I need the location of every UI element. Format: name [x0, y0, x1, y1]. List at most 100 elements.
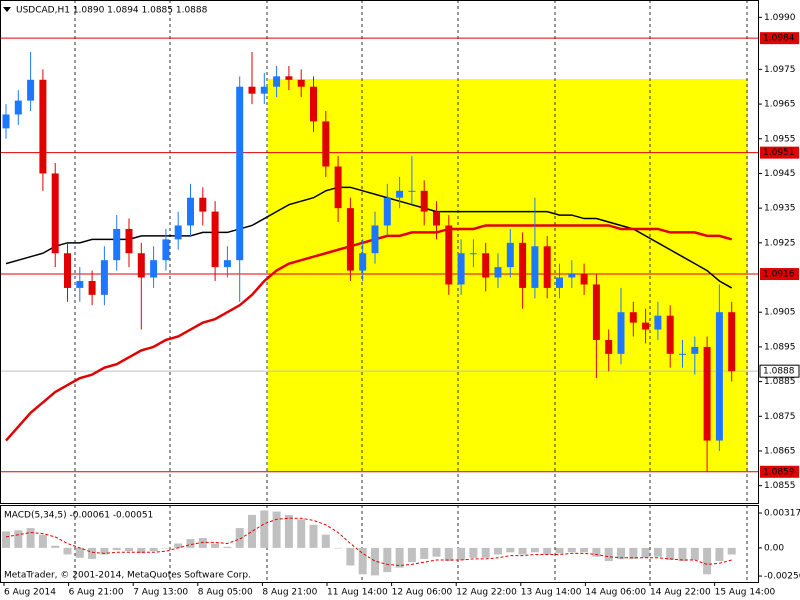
x-tick-label: 6 Aug 2014: [4, 588, 56, 598]
candle-body: [408, 190, 416, 192]
macd-bar: [727, 547, 736, 555]
y-tick-label: 1.0855: [764, 481, 796, 491]
macd-bar: [88, 547, 97, 559]
macd-bar: [14, 530, 23, 548]
candle-body: [211, 211, 219, 268]
macd-bar: [457, 547, 466, 560]
last-price-box: [759, 364, 800, 378]
candle-body: [629, 312, 637, 323]
macd-bar: [198, 538, 207, 548]
candle-body: [236, 86, 244, 261]
macd-bar: [321, 534, 330, 548]
macd-bar: [371, 547, 379, 576]
x-tick-label: 11 Aug 14:00: [327, 588, 388, 598]
x-tick-label: 14 Aug 22:00: [650, 588, 711, 598]
macd-bar: [284, 514, 293, 548]
candle-body: [433, 211, 440, 226]
level-label-box: [760, 146, 799, 159]
macd-bar: [469, 547, 478, 558]
candle-body: [543, 246, 551, 288]
y-tick-label: 1.0935: [764, 204, 796, 214]
chart-title: USDCAD,H1 1.0890 1.0894 1.0885 1.0888: [16, 6, 208, 16]
macd-bar: [604, 547, 613, 562]
candle-body: [113, 228, 121, 261]
macd-bar: [555, 547, 564, 554]
candle-body: [617, 312, 625, 354]
macd-bar: [63, 547, 72, 555]
dropdown-icon[interactable]: [3, 7, 11, 12]
main-pane-frame: [0, 0, 759, 504]
candle-body: [568, 274, 576, 278]
candle-body: [76, 280, 84, 288]
candle-body: [420, 190, 428, 212]
level-label: 1.0951: [763, 148, 795, 158]
candle-body: [654, 315, 662, 330]
candle-body: [199, 197, 207, 212]
macd-bar: [149, 547, 158, 552]
candle-body: [322, 121, 330, 167]
candle-body: [371, 225, 379, 254]
candle-body: [703, 346, 711, 441]
x-tick-label: 13 Aug 14:00: [521, 588, 582, 598]
candle-body: [642, 322, 650, 330]
macd-bar: [407, 547, 416, 563]
macd-bar: [137, 547, 146, 554]
y-tick-label: 1.0905: [764, 308, 796, 318]
macd-bar: [715, 547, 724, 562]
macd-bar: [174, 543, 183, 548]
candle-body: [310, 86, 317, 122]
candle-body: [125, 228, 133, 254]
candle-body: [223, 260, 231, 268]
macd-bar: [272, 511, 281, 548]
macd-bar: [678, 547, 687, 562]
macd-y-tick-label: -0.00256: [764, 572, 800, 582]
macd-bar: [481, 547, 490, 558]
macd-bar: [161, 547, 170, 549]
y-tick-label: 1.0945: [764, 169, 796, 179]
moving-average: [5, 224, 733, 442]
candle-body: [137, 253, 145, 278]
y-tick-label: 1.0990: [764, 13, 796, 23]
candle-body: [666, 315, 674, 354]
macd-bar: [629, 547, 638, 559]
x-tick-label: 7 Aug 13:00: [133, 588, 188, 598]
candle-body: [383, 197, 391, 226]
candle-body: [605, 339, 613, 354]
y-tick-label: 1.0955: [764, 134, 796, 144]
y-tick-label: 1.0965: [764, 100, 796, 110]
macd-bar: [309, 524, 318, 548]
macd-bar: [432, 547, 441, 557]
candle-body: [691, 346, 699, 354]
macd-bar: [100, 547, 109, 555]
macd-bar: [297, 519, 306, 548]
macd-y-tick-label: 0.00: [764, 543, 784, 553]
candle-body: [556, 277, 563, 288]
macd-bar: [248, 514, 256, 548]
candle-body: [346, 208, 354, 271]
candle-body: [445, 225, 453, 285]
macd-pane-frame: [0, 505, 759, 583]
candle-body: [64, 253, 71, 288]
level-label-box: [760, 465, 799, 478]
candle-body: [679, 353, 686, 355]
macd-bar: [51, 545, 60, 548]
macd-bar: [186, 539, 195, 548]
macd-bar: [641, 547, 650, 558]
candle-body: [297, 79, 305, 87]
x-tick-label: 8 Aug 21:00: [262, 588, 317, 598]
candle-body: [334, 166, 342, 209]
macd-bar: [567, 547, 576, 553]
macd-bar: [334, 547, 343, 549]
candle-body: [2, 114, 10, 129]
rectangle-object: [268, 79, 748, 472]
candle-body: [592, 284, 600, 340]
candle-body: [51, 173, 59, 254]
candle-body: [519, 242, 527, 288]
macd-title: MACD(5,34,5) -0.00061 -0.00051: [4, 511, 153, 521]
macd-bar: [690, 547, 699, 560]
y-tick-label: 1.0875: [764, 412, 796, 422]
macd-bar: [346, 547, 355, 566]
candle-body: [187, 197, 194, 226]
macd-bar: [211, 543, 220, 548]
